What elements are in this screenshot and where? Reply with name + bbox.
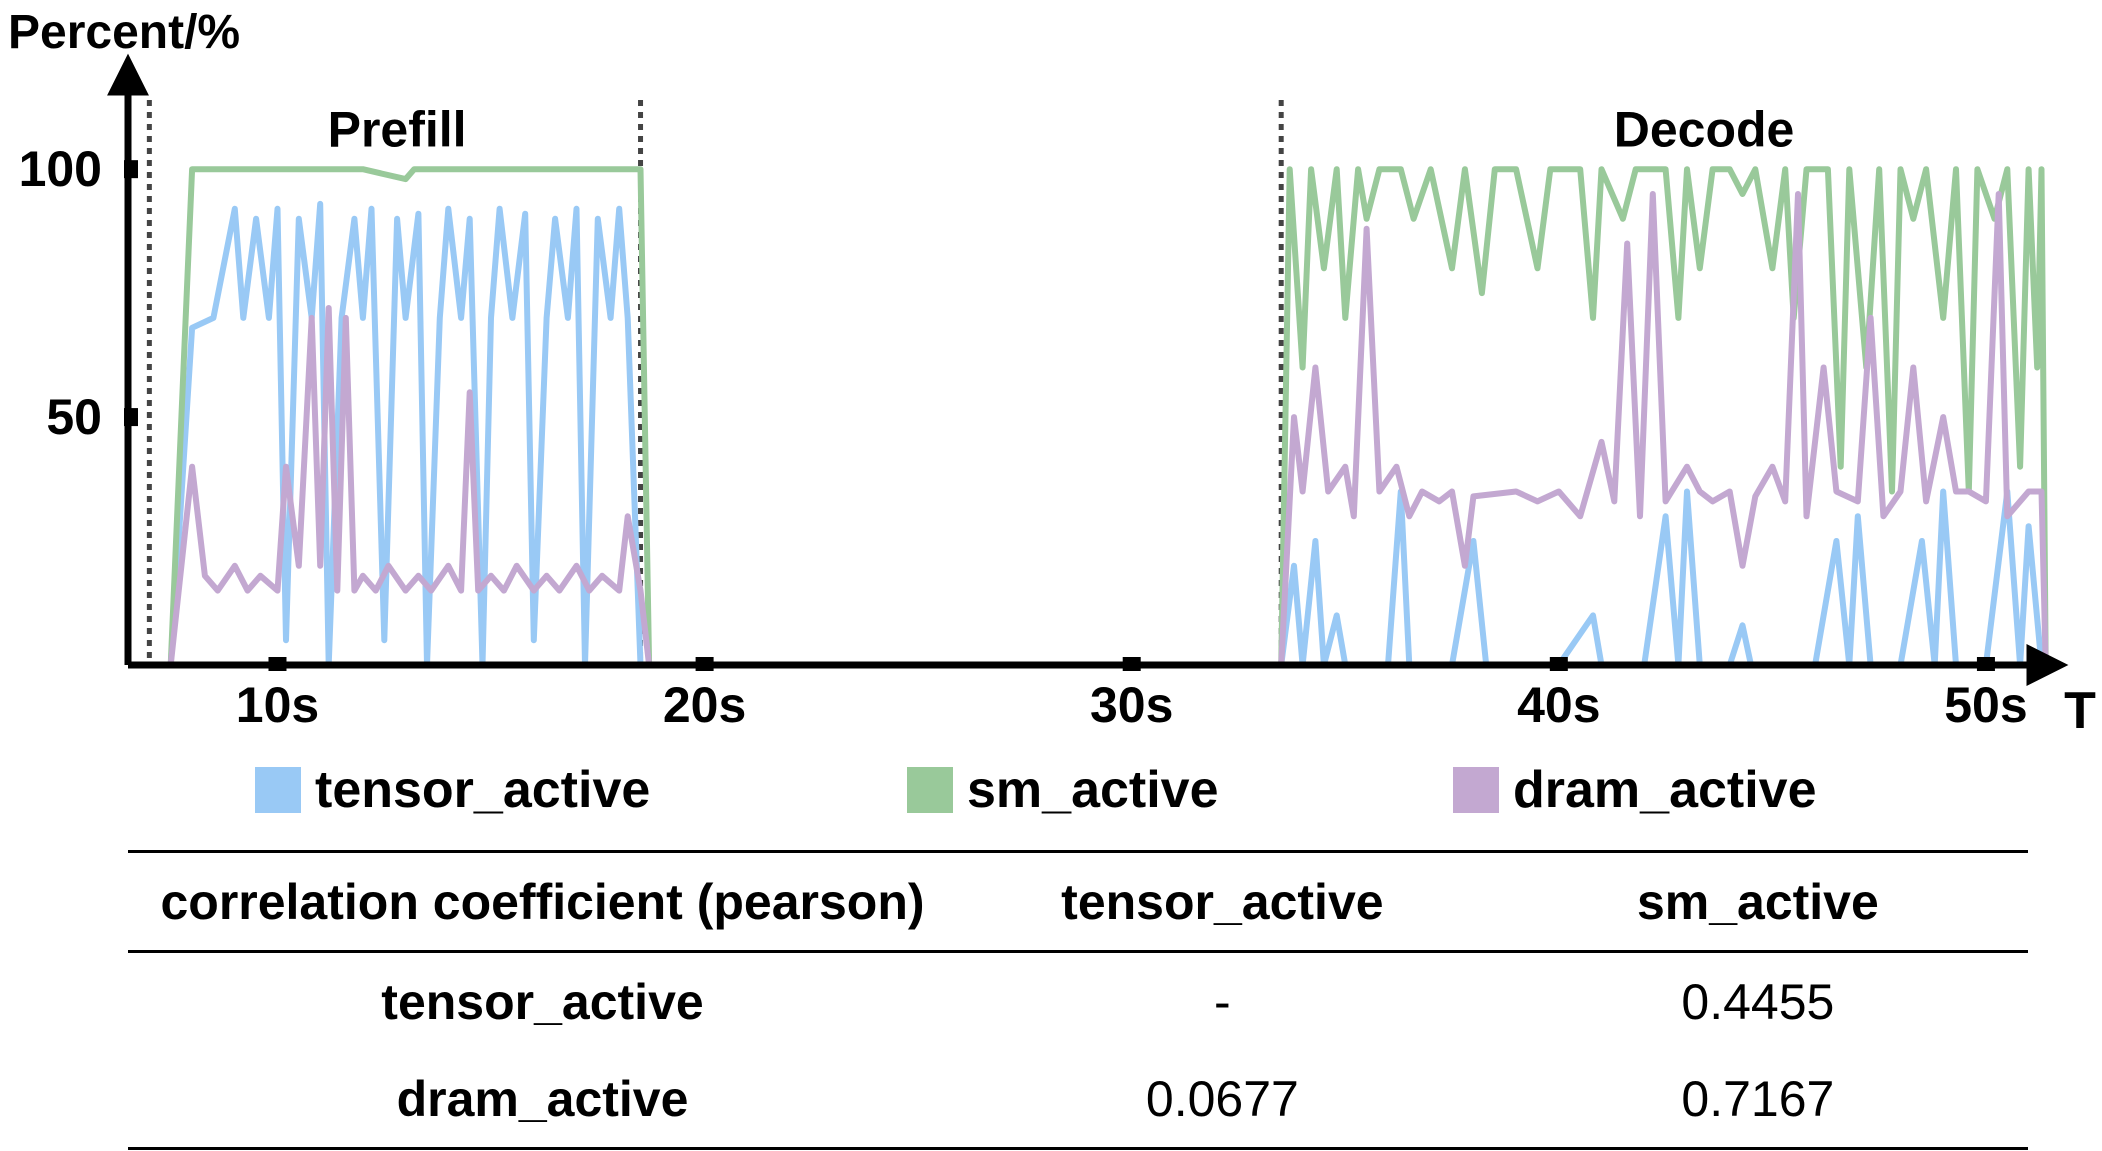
x-tick-mark bbox=[1122, 657, 1141, 671]
x-tick-mark bbox=[695, 657, 714, 671]
table-header-cell: tensor_active bbox=[1061, 873, 1384, 930]
legend-swatch-sm-active bbox=[907, 767, 953, 813]
x-tick-label: 30s bbox=[1090, 677, 1173, 733]
table-cell: 0.7167 bbox=[1681, 1070, 1835, 1127]
y-tick-label: 100 bbox=[19, 141, 102, 197]
phase-annotation-prefill: Prefill bbox=[328, 102, 467, 158]
x-tick-label: 20s bbox=[663, 677, 746, 733]
table-row: tensor_active - 0.4455 bbox=[128, 952, 2028, 1051]
legend-swatch-dram-active bbox=[1453, 767, 1499, 813]
series-line-dram-active bbox=[146, 191, 2049, 668]
table-cell: 0.4455 bbox=[1681, 973, 1835, 1030]
legend-label-sm-active: sm_active bbox=[967, 761, 1219, 819]
table-row-label: dram_active bbox=[396, 1070, 689, 1127]
legend-label-dram-active: dram_active bbox=[1513, 761, 1817, 819]
correlation-table-wrapper: correlation coefficient (pearson) tensor… bbox=[128, 850, 2028, 1150]
y-tick-label: 50 bbox=[46, 389, 102, 445]
table-row-label: tensor_active bbox=[381, 973, 704, 1030]
x-tick-label: 10s bbox=[236, 677, 319, 733]
chart-area: Percent/% T 10s 20s 30s 40s 50s 50 100 Prefill D… bbox=[8, 6, 2096, 740]
table-cell: - bbox=[1214, 973, 1231, 1030]
legend-item-tensor-active: tensor_active bbox=[255, 760, 650, 820]
x-tick-label: 40s bbox=[1517, 677, 1600, 733]
x-tick-mark bbox=[268, 657, 287, 671]
correlation-table: correlation coefficient (pearson) tensor… bbox=[128, 850, 2028, 1150]
x-tick-mark bbox=[1976, 657, 1995, 671]
table-header-row: correlation coefficient (pearson) tensor… bbox=[128, 851, 2028, 952]
y-axis-label: Percent/% bbox=[8, 6, 240, 59]
series-line-tensor-active bbox=[146, 200, 2045, 668]
table-header-cell: sm_active bbox=[1636, 873, 1879, 930]
table-row: dram_active 0.0677 0.7167 bbox=[128, 1050, 2028, 1149]
x-axis-label: T bbox=[2064, 682, 2096, 740]
y-tick-mark bbox=[124, 408, 138, 427]
table-header-cell: correlation coefficient (pearson) bbox=[160, 873, 925, 930]
legend-item-dram-active: dram_active bbox=[1453, 760, 1817, 820]
x-tick-label: 50s bbox=[1944, 677, 2027, 733]
legend-item-sm-active: sm_active bbox=[907, 760, 1219, 820]
x-tick-mark bbox=[1549, 657, 1568, 671]
y-tick-mark bbox=[124, 160, 138, 179]
table-cell: 0.0677 bbox=[1145, 1070, 1299, 1127]
legend-label-tensor-active: tensor_active bbox=[315, 761, 651, 819]
chart-legend: tensor_active sm_active dram_active bbox=[0, 760, 2102, 820]
phase-annotation-decode: Decode bbox=[1614, 102, 1795, 158]
legend-swatch-tensor-active bbox=[255, 767, 301, 813]
